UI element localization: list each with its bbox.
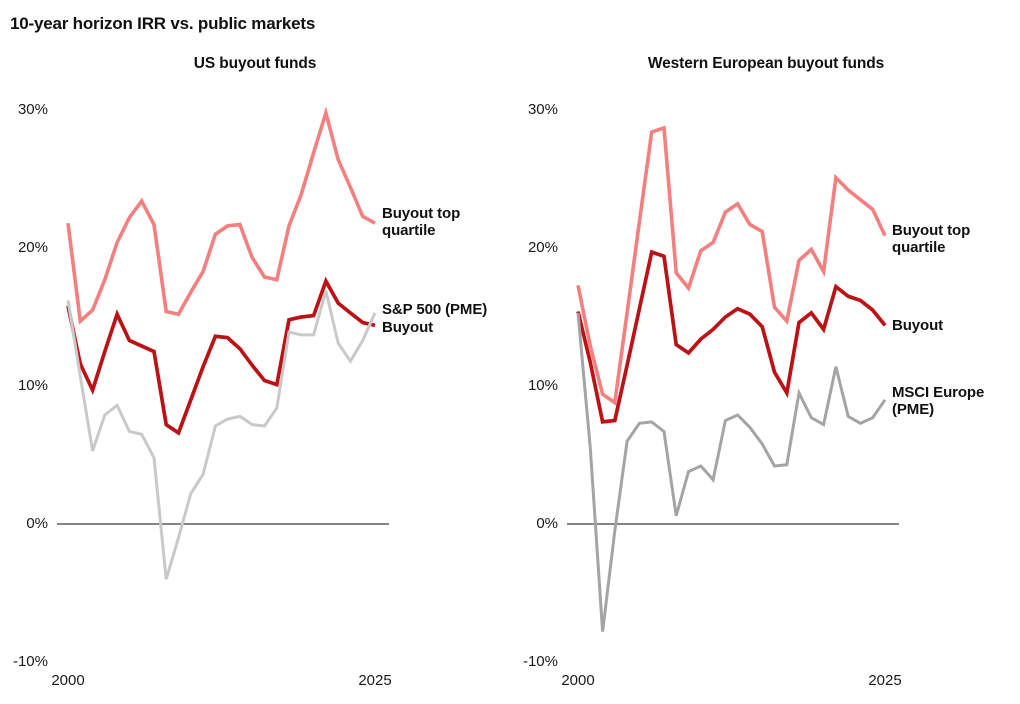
series-label-line: Buyout: [382, 319, 434, 336]
series-label-line: Buyout top: [382, 205, 461, 222]
eu-y-tick-0: 0%: [536, 515, 558, 532]
series-label-line: quartile: [382, 222, 436, 239]
series-label-eu-top-quartile: Buyout top quartile: [892, 222, 970, 256]
series-label-line: S&P 500 (PME): [382, 301, 488, 318]
us-y-tick-20: 20%: [17, 239, 48, 256]
us-y-tick-10: 10%: [17, 377, 48, 394]
eu-y-tick-30: 30%: [527, 101, 558, 118]
line-buyout-top-quartile: [66, 106, 376, 325]
line-s-p-500-pme-: [66, 290, 377, 580]
line-buyout: [66, 276, 376, 436]
series-label-eu-msci-pme: MSCI Europe (PME): [892, 384, 984, 418]
line-buyout-top-quartile: [576, 125, 887, 406]
page-title: 10-year horizon IRR vs. public markets: [10, 14, 316, 33]
series-label-line: quartile: [892, 239, 946, 256]
eu-y-tick-10: 10%: [527, 377, 558, 394]
series-label-line: MSCI Europe: [892, 384, 985, 401]
eu-y-tick-neg10: -10%: [522, 653, 558, 670]
europe-chart-lines: [567, 125, 899, 632]
series-label-us-buyout: Buyout: [382, 319, 433, 336]
us-y-tick-0: 0%: [26, 515, 48, 532]
eu-x-tick-2025: 2025: [868, 672, 902, 689]
line-msci-europe-pme-: [576, 312, 887, 632]
series-label-line: (PME): [892, 401, 934, 418]
us-chart-lines: [57, 106, 389, 580]
us-y-tick-neg10: -10%: [12, 653, 48, 670]
series-label-eu-buyout: Buyout: [892, 317, 943, 334]
us-chart-title: US buyout funds: [193, 55, 317, 72]
eu-y-tick-20: 20%: [527, 239, 558, 256]
series-label-line: Buyout: [892, 317, 944, 334]
series-label-line: Buyout top: [892, 222, 971, 239]
europe-chart-title: Western European buyout funds: [647, 55, 885, 72]
us-x-tick-2025: 2025: [358, 672, 392, 689]
eu-x-tick-2000: 2000: [561, 672, 595, 689]
series-label-us-top-quartile: Buyout top quartile: [382, 205, 460, 239]
us-x-tick-2000: 2000: [51, 672, 85, 689]
series-label-us-sp500-pme: S&P 500 (PME): [382, 301, 487, 318]
line-buyout: [576, 249, 887, 424]
us-y-tick-30: 30%: [17, 101, 48, 118]
